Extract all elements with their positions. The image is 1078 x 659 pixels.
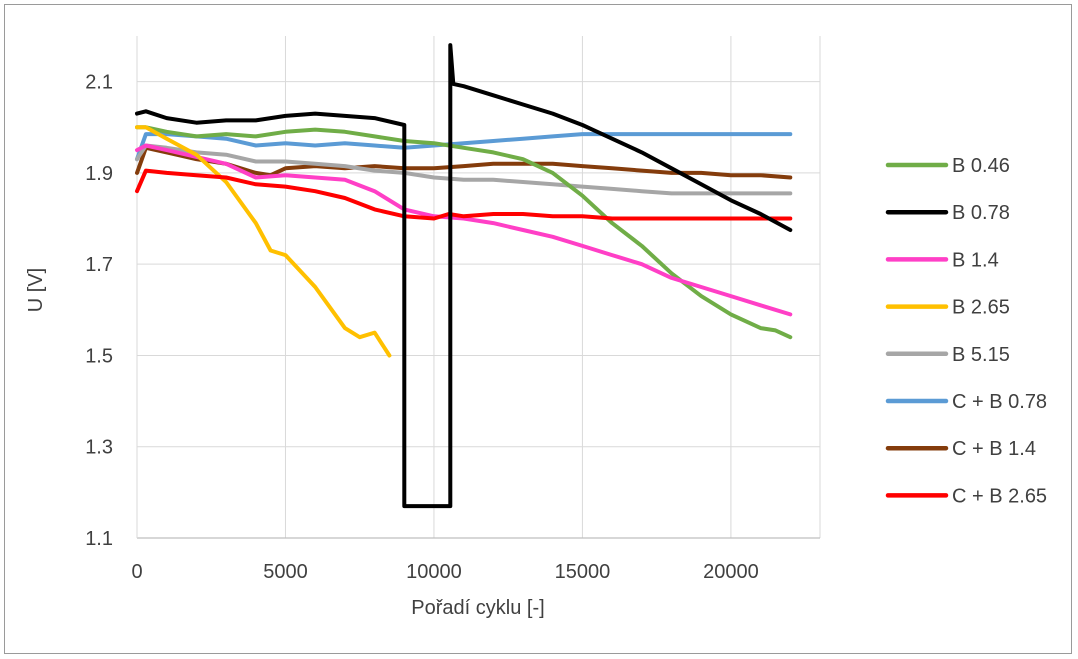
legend: B 0.46 B 0.78 B 1.4 B 2.65 B 5.15 C + B 0.78 C… — [885, 155, 1047, 507]
legend-label: B 2.65 — [952, 297, 1010, 319]
x-tick-label: 20000 — [703, 561, 759, 583]
legend-label: B 0.78 — [952, 202, 1010, 224]
x-axis-label: Pořadí cyklu [-] — [411, 597, 544, 619]
y-tick-label: 1.3 — [85, 437, 113, 459]
x-tick-label: 10000 — [406, 561, 462, 583]
legend-label: C + B 1.4 — [952, 438, 1036, 460]
y-tick-label: 1.7 — [85, 254, 113, 276]
legend-label: C + B 2.65 — [952, 485, 1047, 507]
gridlines — [136, 36, 821, 539]
y-tick-label: 2.1 — [85, 72, 113, 94]
y-tick-label: 1.1 — [85, 528, 113, 550]
legend-label: B 5.15 — [952, 344, 1010, 366]
x-tick-label: 0 — [131, 561, 142, 583]
x-tick-label: 5000 — [263, 561, 308, 583]
legend-label: B 1.4 — [952, 249, 999, 271]
y-tick-label: 1.9 — [85, 163, 113, 185]
chart-frame — [4, 4, 1072, 654]
legend-label: B 0.46 — [952, 155, 1010, 177]
series-line-1 — [135, 43, 793, 509]
series-line-0 — [135, 125, 793, 340]
tick-labels: 0 5000 10000 15000 20000 1.1 1.3 1.5 1.7 1.9 2.1 — [85, 72, 759, 583]
legend-label: C + B 0.78 — [952, 391, 1047, 413]
x-tick-label: 15000 — [555, 561, 611, 583]
y-tick-label: 1.5 — [85, 345, 113, 367]
y-axis-label: U [V] — [25, 268, 47, 312]
series-lines — [135, 43, 793, 509]
series-line-3 — [135, 125, 392, 358]
